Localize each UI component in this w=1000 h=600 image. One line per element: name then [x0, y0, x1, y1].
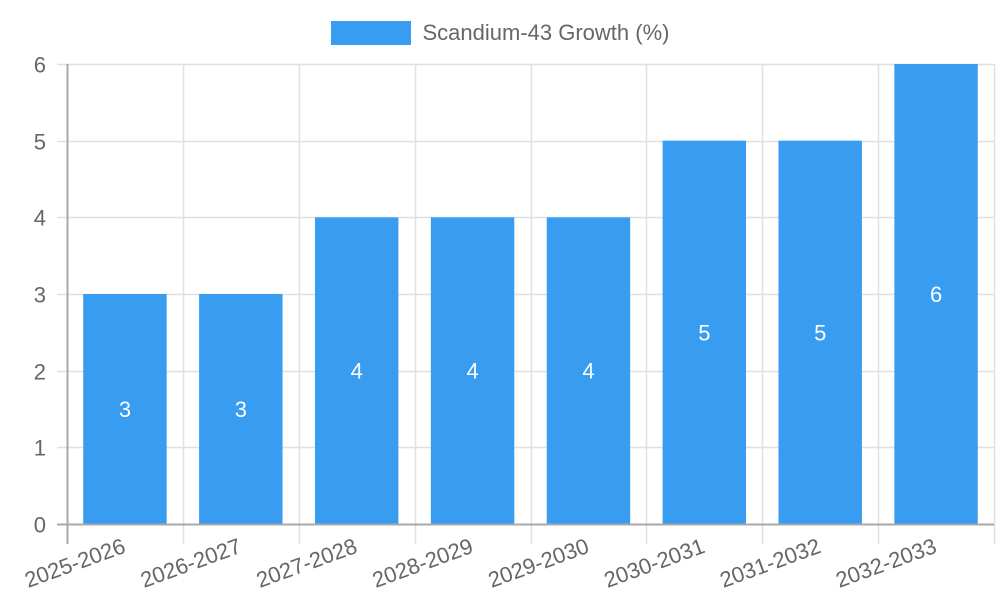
bar-value-label: 3: [119, 397, 131, 422]
bar-value-label: 3: [235, 397, 247, 422]
legend-swatch: [330, 21, 411, 45]
x-tick-label: 2026-2027: [137, 533, 244, 592]
y-tick-label: 0: [34, 513, 46, 538]
y-tick-label: 6: [34, 53, 46, 78]
x-axis-ticks: 2025-2026 2026-2027 2027-2028 2028-2029 2029…: [21, 533, 940, 592]
bar[interactable]: [662, 140, 747, 524]
x-tick-label: 2025-2026: [21, 533, 128, 592]
bar-value-label: 6: [930, 282, 942, 307]
bar-value-label: 5: [698, 320, 710, 345]
y-tick-label: 3: [34, 283, 46, 308]
y-tick-label: 1: [34, 436, 46, 461]
y-tick-label: 5: [34, 130, 46, 155]
y-axis-ticks: 0 1 2 3 4 5 6: [34, 53, 46, 538]
bar[interactable]: [430, 217, 515, 525]
y-tick-label: 4: [34, 206, 46, 231]
bars: [83, 64, 978, 525]
x-tick-label: 2028-2029: [369, 533, 476, 592]
x-tick-label: 2031-2032: [716, 533, 823, 592]
bar-value-label: 5: [814, 320, 826, 345]
bar-value-label: 4: [351, 359, 363, 384]
bar[interactable]: [778, 140, 862, 524]
legend-label: Scandium-43 Growth (%): [422, 20, 670, 45]
bar[interactable]: [546, 217, 631, 525]
bar-value-label: 4: [466, 359, 478, 384]
bar[interactable]: [314, 217, 399, 525]
data-labels: 3 3 4 4 4 5 5 6: [119, 282, 942, 422]
x-tick-label: 2027-2028: [253, 533, 360, 592]
x-tick-label: 2032-2033: [832, 533, 939, 592]
x-tick-label: 2029-2030: [485, 533, 592, 592]
y-tick-label: 2: [34, 360, 46, 385]
axes: [57, 64, 994, 544]
bar-value-label: 4: [582, 359, 594, 384]
bar[interactable]: [894, 64, 978, 524]
bar[interactable]: [199, 294, 283, 524]
x-tick-label: 2030-2031: [601, 533, 708, 592]
chart-legend[interactable]: Scandium-43 Growth (%): [0, 18, 1000, 48]
bar[interactable]: [83, 294, 167, 524]
